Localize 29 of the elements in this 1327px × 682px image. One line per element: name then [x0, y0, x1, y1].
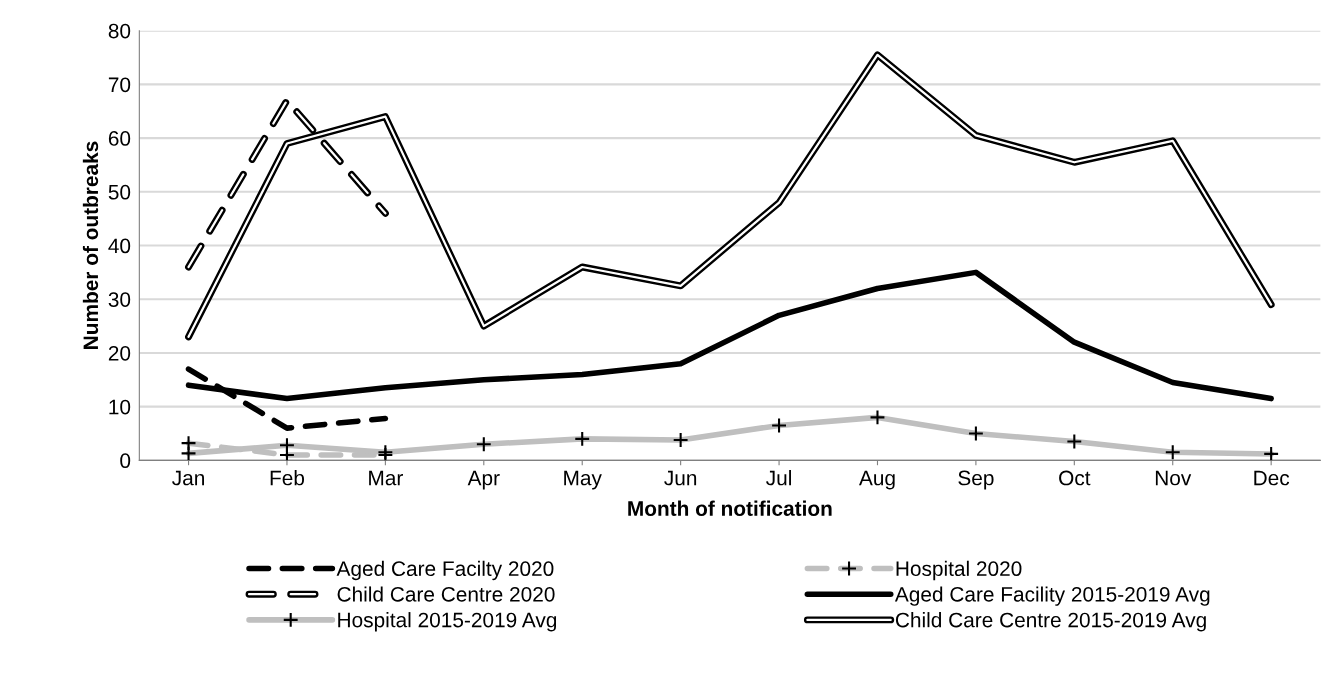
x-tick-label: Jan: [172, 470, 204, 486]
x-tick-label: May: [564, 470, 602, 490]
x-tick-label: Aug: [858, 470, 895, 490]
legend-label: Hospital 2015-2019 Avg: [338, 612, 557, 632]
y-axis-title: Number of outbreaks: [82, 141, 99, 349]
x-tick-label: Jun: [664, 470, 697, 486]
x-tick-label: Sep: [958, 470, 994, 490]
x-tick-label: Oct: [1059, 470, 1091, 486]
x-tick-label: Apr: [467, 470, 500, 490]
y-tick-label: 10: [109, 399, 131, 415]
legend-label: Aged Care Facility 2015-2019 Avg: [894, 586, 1210, 606]
y-tick-label: 20: [108, 345, 131, 361]
legend-label: Child Care Centre 2020: [337, 586, 555, 602]
y-tick-label: 30: [108, 292, 131, 307]
legend-label: Child Care Centre 2015-2019 Avg: [895, 612, 1206, 632]
legend-label: Aged Care Facilty 2020: [336, 560, 554, 581]
y-tick-label: 40: [108, 238, 131, 254]
x-tick-label: Mar: [369, 470, 403, 486]
y-tick-label: 70: [108, 77, 131, 93]
x-tick-label: Feb: [270, 470, 305, 486]
y-tick-label: 50: [108, 184, 131, 200]
x-tick-label: Nov: [1155, 470, 1192, 486]
y-tick-label: 0: [120, 453, 131, 469]
x-axis-title: Month of notification: [628, 500, 832, 516]
y-tick-label: 80: [108, 23, 131, 39]
x-tick-label: Jul: [766, 470, 791, 486]
x-tick-label: Dec: [1254, 470, 1290, 486]
y-tick-label: 60: [108, 131, 131, 146]
legend-label: Hospital 2020: [896, 560, 1022, 581]
